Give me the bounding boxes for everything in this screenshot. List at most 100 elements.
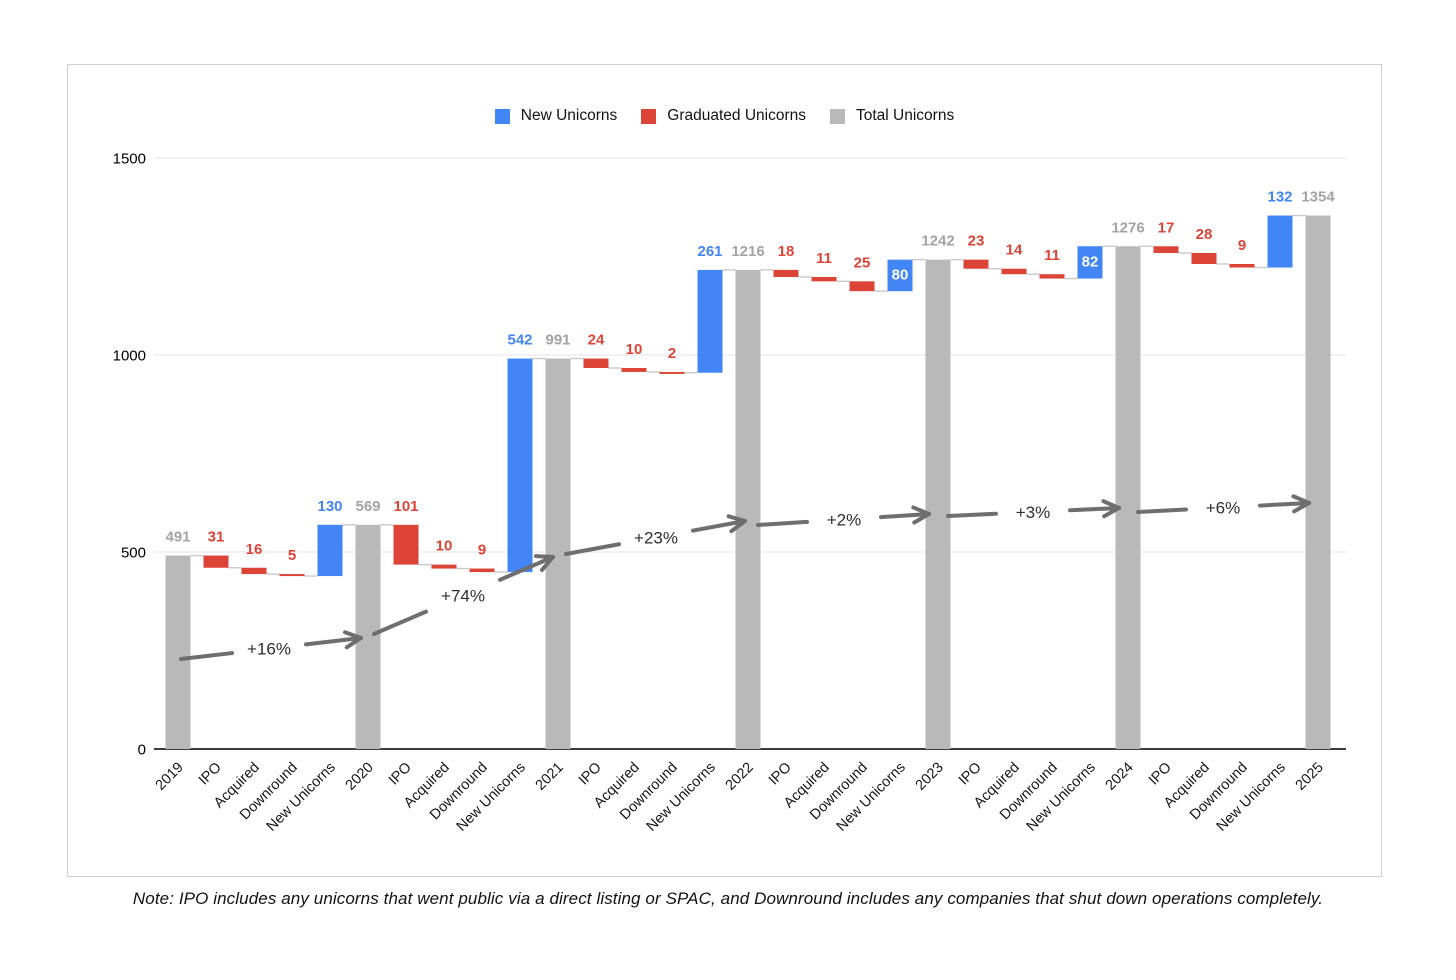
bar-16-ipo — [773, 269, 799, 277]
x-axis-label-16-ipo: IPO — [766, 760, 795, 789]
x-axis-label-0-2019: 2019 — [153, 760, 187, 794]
bar-label-9-new-unicorns: 542 — [507, 332, 532, 349]
bar-8-downround — [469, 568, 495, 573]
x-axis-label-9-new-unicorns: New Unicorns — [454, 760, 529, 835]
x-axis-label-6-ipo: IPO — [386, 760, 415, 789]
bar-label-29-new-unicorns: 132 — [1267, 189, 1292, 206]
bar-4-new-unicorns — [317, 524, 343, 577]
x-axis-label-10-2021: 2021 — [533, 760, 567, 794]
bar-label-13-downround: 2 — [668, 345, 676, 362]
growth-arrow-line-3 — [946, 511, 998, 518]
bar-label-19-new-unicorns: 80 — [892, 267, 909, 284]
x-axis-label-21-ipo: IPO — [956, 760, 985, 789]
legend-swatch-icon — [641, 108, 657, 124]
x-axis-label-4-new-unicorns: New Unicorns — [264, 760, 339, 835]
bar-label-1-ipo: 31 — [208, 529, 225, 546]
bar-18-downround — [849, 281, 875, 292]
chart-card: New Unicorns Graduated Unicorns Total Unic… — [67, 64, 1382, 877]
legend-item-new-unicorns: New Unicorns — [494, 107, 617, 125]
bar-label-5-2020: 569 — [355, 498, 380, 515]
growth-arrowhead-icon — [729, 519, 747, 534]
growth-arrow-line-74 — [372, 609, 428, 636]
growth-arrowhead-icon — [1292, 501, 1311, 514]
legend-swatch-icon — [829, 108, 845, 124]
x-axis-label-29-new-unicorns: New Unicorns — [1214, 760, 1289, 835]
bar-label-2-acquired: 16 — [246, 541, 263, 558]
growth-arrow-line-6 — [1258, 501, 1311, 508]
bar-label-14-new-unicorns: 261 — [697, 243, 722, 260]
bar-7-acquired — [431, 564, 457, 569]
growth-arrowhead-icon — [539, 555, 555, 572]
bar-label-26-ipo: 17 — [1158, 219, 1175, 236]
y-tick-label-0: 0 — [138, 742, 146, 759]
bar-9-new-unicorns — [507, 358, 533, 573]
x-axis-label-26-ipo: IPO — [1146, 760, 1175, 789]
x-axis-label-20-2023: 2023 — [913, 760, 947, 794]
bar-27-acquired — [1191, 252, 1217, 264]
growth-arrow-line-3 — [1068, 506, 1121, 513]
x-axis-label-5-2020: 2020 — [343, 760, 377, 794]
x-axis-label-15-2022: 2022 — [723, 760, 757, 794]
footnote: Note: IPO includes any unicorns that wen… — [132, 889, 1324, 908]
bar-label-24-new-unicorns: 82 — [1082, 253, 1099, 270]
bar-2-acquired — [241, 567, 267, 575]
growth-arrow-label-74: +74% — [441, 587, 485, 606]
growth-arrow-line-23 — [564, 542, 621, 556]
bar-label-20-2023: 1242 — [921, 233, 954, 250]
bar-label-28-downround: 9 — [1238, 237, 1246, 254]
x-axis-label-14-new-unicorns: New Unicorns — [644, 760, 719, 835]
bar-19-new-unicorns — [887, 259, 913, 292]
growth-arrowhead-icon — [344, 636, 363, 650]
y-tick-label-1000: 1000 — [113, 348, 146, 365]
bar-26-ipo — [1153, 246, 1179, 253]
bar-20-2023 — [925, 259, 951, 749]
growth-arrowhead-icon — [1291, 494, 1311, 505]
bar-label-4-new-unicorns: 130 — [317, 498, 342, 515]
bar-label-15-2022: 1216 — [731, 243, 764, 260]
bar-label-10-2021: 991 — [545, 332, 570, 349]
bar-label-27-acquired: 28 — [1196, 226, 1213, 243]
bar-22-acquired — [1001, 268, 1027, 275]
growth-arrowhead-icon — [726, 514, 747, 523]
y-tick-label-500: 500 — [121, 545, 146, 562]
bar-label-8-downround: 9 — [478, 542, 486, 559]
bar-14-new-unicorns — [697, 269, 723, 373]
bar-label-16-ipo: 18 — [778, 243, 795, 260]
growth-arrowhead-icon — [534, 554, 555, 559]
bar-29-new-unicorns — [1267, 215, 1293, 268]
bar-label-30-2025: 1354 — [1301, 189, 1335, 206]
legend: New Unicorns Graduated Unicorns Total Unic… — [68, 107, 1381, 125]
bar-label-3-downround: 5 — [288, 547, 296, 564]
bar-label-22-acquired: 14 — [1006, 242, 1023, 259]
bar-3-downround — [279, 574, 305, 577]
growth-arrow-label-16: +16% — [247, 640, 291, 659]
growth-arrow-line-6 — [1136, 507, 1188, 514]
legend-label: Total Unicorns — [855, 107, 955, 124]
x-axis-label-24-new-unicorns: New Unicorns — [1024, 760, 1099, 835]
bar-23-downround — [1039, 274, 1065, 279]
bar-label-6-ipo: 101 — [393, 498, 418, 515]
growth-arrow-label-23: +23% — [634, 528, 678, 547]
y-tick-label-1500: 1500 — [113, 151, 146, 168]
x-axis-label-25-2024: 2024 — [1103, 760, 1137, 794]
x-axis-label-19-new-unicorns: New Unicorns — [834, 760, 909, 835]
growth-arrow-line-74 — [498, 555, 555, 582]
bar-label-18-downround: 25 — [854, 254, 871, 271]
bar-label-25-2024: 1276 — [1111, 219, 1144, 236]
growth-arrowhead-icon — [1101, 499, 1121, 510]
legend-item-total-unicorns: Total Unicorns — [829, 107, 955, 125]
growth-arrow-label-3: +3% — [1016, 503, 1051, 522]
bar-13-downround — [659, 371, 685, 374]
bar-11-ipo — [583, 358, 609, 369]
growth-arrow-label-2: +2% — [827, 510, 862, 529]
growth-arrow-label-6: +6% — [1206, 499, 1241, 518]
waterfall-chart: 1500 1000 500 0 +16% +74% +23% +2% +3% +6% 491 31 16… — [113, 151, 1346, 835]
legend-label: Graduated Unicorns — [667, 107, 806, 124]
growth-arrowhead-icon — [912, 512, 931, 525]
bar-label-0-2019: 491 — [165, 529, 190, 546]
x-axis-label-11-ipo: IPO — [576, 760, 605, 789]
bar-12-acquired — [621, 368, 647, 372]
bar-1-ipo — [203, 555, 229, 568]
bar-17-acquired — [811, 276, 837, 282]
x-axis-label-30-2025: 2025 — [1293, 760, 1327, 794]
